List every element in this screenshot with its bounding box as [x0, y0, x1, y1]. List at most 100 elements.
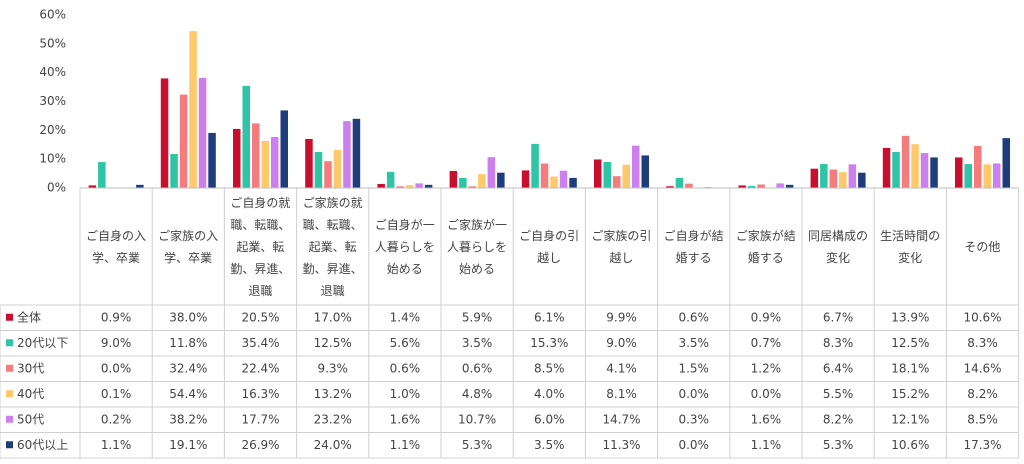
table-cell: 6.7%	[823, 310, 854, 324]
category-wrap: ご家族が結婚する	[730, 188, 802, 305]
bar	[632, 145, 640, 188]
bar	[911, 144, 919, 188]
table-cell: 8.3%	[967, 336, 998, 350]
bar	[858, 172, 866, 188]
y-tick-label: 60%	[39, 8, 66, 22]
table-cell: 4.1%	[606, 361, 637, 375]
category-wrap: ご自身の入学、卒業	[80, 188, 152, 305]
category-wrap: その他	[946, 188, 1018, 305]
table-cell: 10.6%	[891, 438, 929, 452]
table-cell: 22.4%	[241, 361, 279, 375]
table-cell: 6.0%	[534, 412, 565, 426]
x-tick-label: ご自身の入学、卒業	[85, 228, 146, 265]
bar	[280, 110, 288, 188]
category-cell: その他	[946, 188, 1018, 305]
table-cell: 13.9%	[891, 310, 929, 324]
bar	[1002, 138, 1010, 188]
table-cell: 17.0%	[314, 310, 352, 324]
table-cell: 0.6%	[390, 361, 421, 375]
bar	[848, 164, 857, 188]
category-wrap: ご家族の就職、転職、起業、転勤、昇進、退職	[297, 188, 369, 305]
table-cell: 0.9%	[101, 310, 132, 324]
table-cell: 4.0%	[534, 387, 565, 401]
bar	[930, 157, 938, 188]
x-tick-label: 生活時間の変化	[880, 228, 941, 265]
bar	[892, 151, 900, 188]
table-cell: 0.3%	[678, 412, 709, 426]
table-cell: 1.1%	[390, 438, 421, 452]
category-cell: ご家族が一人暮らしを始める	[441, 188, 513, 305]
category-cell: ご家族の就職、転職、起業、転勤、昇進、退職	[297, 188, 369, 305]
category-cell: 生活時間の変化	[874, 188, 946, 305]
y-tick-label: 30%	[39, 94, 66, 108]
bar	[540, 163, 549, 188]
table-cell: 0.0%	[101, 361, 132, 375]
table-cell: 3.5%	[534, 438, 565, 452]
table-cell: 8.2%	[823, 412, 854, 426]
category-wrap: ご家族の引越し	[585, 188, 657, 305]
x-tick-label: ご自身の引越し	[519, 228, 580, 265]
table-cell: 6.4%	[823, 361, 854, 375]
bar	[396, 186, 404, 188]
legend-swatch	[6, 441, 13, 449]
bar	[531, 143, 539, 188]
bar	[641, 155, 649, 188]
bar	[179, 94, 188, 188]
table-cell: 38.0%	[169, 310, 207, 324]
category-cell: ご自身の入学、卒業	[80, 188, 152, 305]
table-cell: 20.5%	[241, 310, 279, 324]
bar	[271, 136, 279, 188]
legend-label: 30代	[17, 361, 44, 375]
table-cell: 0.7%	[751, 336, 782, 350]
table-cell: 4.8%	[462, 387, 493, 401]
category-cell: ご自身が一人暮らしを始める	[375, 218, 435, 276]
bar	[233, 128, 241, 188]
table-cell: 5.3%	[823, 438, 854, 452]
table-cell: 0.9%	[751, 310, 782, 324]
table-cell: 23.2%	[314, 412, 352, 426]
bar	[901, 135, 910, 188]
table-cell: 11.3%	[602, 438, 640, 452]
bar	[377, 183, 385, 188]
bar	[685, 183, 693, 188]
legend-swatch	[6, 364, 13, 372]
bar	[569, 177, 577, 188]
table-cell: 32.4%	[169, 361, 207, 375]
category-wrap: ご自身の引越し	[513, 188, 585, 305]
x-tick-label: ご家族の引越し	[591, 228, 652, 265]
table-cell: 17.3%	[963, 438, 1001, 452]
legend-swatch	[6, 339, 13, 347]
bar	[352, 118, 361, 188]
table-cell: 12.1%	[891, 412, 929, 426]
legend-swatch	[6, 390, 13, 398]
bar	[386, 171, 395, 188]
table-cell: 1.2%	[751, 361, 782, 375]
table-cell: 5.9%	[462, 310, 493, 324]
category-wrap: 生活時間の変化	[874, 188, 946, 305]
y-tick-label: 0%	[47, 181, 66, 195]
bar	[521, 170, 530, 188]
table-cell: 10.6%	[963, 310, 1001, 324]
legend-swatch	[6, 313, 13, 321]
table-cell: 9.9%	[606, 310, 637, 324]
category-cell: ご自身の引越し	[513, 188, 585, 305]
bar	[613, 176, 621, 188]
bar	[955, 157, 963, 188]
bar	[776, 183, 784, 188]
bar	[449, 170, 458, 188]
category-wrap: ご家族が一人暮らしを始める	[441, 188, 513, 305]
table-cell: 0.6%	[678, 310, 709, 324]
bar	[333, 149, 342, 188]
table-cell: 12.5%	[314, 336, 352, 350]
table-cell: 0.0%	[678, 387, 709, 401]
table-cell: 1.1%	[101, 438, 132, 452]
table-cell: 14.7%	[602, 412, 640, 426]
table-cell: 9.3%	[317, 361, 348, 375]
table-cell: 1.6%	[751, 412, 782, 426]
bar	[170, 153, 178, 188]
table-cell: 24.0%	[314, 438, 352, 452]
table-cell: 12.5%	[891, 336, 929, 350]
table-cell: 0.0%	[751, 387, 782, 401]
table-cell: 18.1%	[891, 361, 929, 375]
